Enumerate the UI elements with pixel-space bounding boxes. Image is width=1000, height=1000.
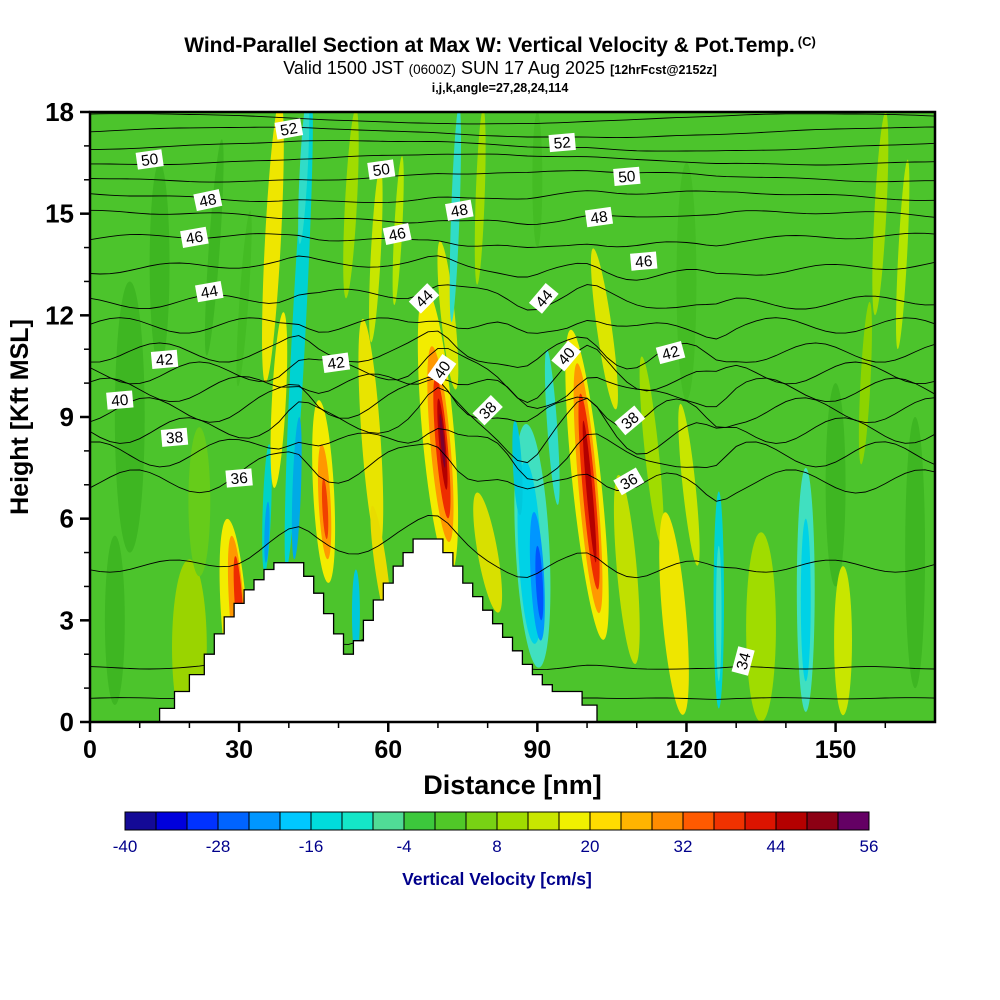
temperature-contours [90,113,935,700]
svg-text:36: 36 [618,471,641,494]
svg-text:42: 42 [660,343,681,364]
plot-area [90,112,935,722]
svg-text:46: 46 [387,225,407,245]
svg-text:44: 44 [199,283,219,303]
chart-header: Wind-Parallel Section at Max W: Vertical… [0,30,1000,96]
svg-text:46: 46 [185,229,205,249]
chart-title: Wind-Parallel Section at Max W: Vertical… [0,30,1000,58]
svg-text:48: 48 [589,208,608,227]
svg-text:18: 18 [45,97,74,127]
svg-text:42: 42 [326,354,345,373]
svg-text:-40: -40 [113,837,138,856]
svg-text:15: 15 [45,199,74,229]
svg-text:46: 46 [634,253,653,271]
valid-utc-text: (0600Z) [408,62,456,77]
svg-text:8: 8 [492,837,501,856]
svg-text:34: 34 [734,650,755,671]
svg-text:-4: -4 [396,837,411,856]
chart-subtitle: Valid 1500 JST (0600Z) SUN 17 Aug 2025 [… [0,58,1000,81]
grid-params: i,j,k,angle=27,28,24,114 [431,81,569,95]
colorbar-label: Vertical Velocity [cm/s] [402,869,592,889]
svg-text:20: 20 [581,837,600,856]
y-axis: 0 3 6 9 12 15 18 Height [Kft MSL] [6,97,90,737]
svg-text:36: 36 [230,470,249,488]
svg-text:56: 56 [860,837,879,856]
svg-text:3: 3 [60,605,74,635]
svg-text:12: 12 [45,300,74,330]
svg-text:120: 120 [666,736,708,764]
x-axis: 0 30 60 90 120 150 Distance [nm] [83,722,887,800]
svg-text:-28: -28 [206,837,231,856]
valid-date-text: SUN 17 Aug 2025 [460,58,606,78]
svg-text:150: 150 [815,736,857,764]
svg-text:0: 0 [83,736,97,764]
svg-text:32: 32 [674,837,693,856]
svg-text:0: 0 [60,707,74,737]
svg-text:40: 40 [111,392,130,410]
svg-text:30: 30 [225,736,253,764]
svg-text:38: 38 [165,429,184,447]
svg-text:48: 48 [450,201,470,221]
svg-text:44: 44 [767,837,786,856]
svg-text:50: 50 [140,151,160,170]
colorbar: -40 -28 -16 -4 8 20 32 44 56 Vertical Velocity [c… [113,811,879,889]
terrain-silhouette [149,538,598,722]
svg-text:52: 52 [553,134,572,152]
svg-text:42: 42 [155,351,174,369]
svg-text:50: 50 [372,161,392,180]
svg-text:9: 9 [60,402,74,432]
svg-text:60: 60 [374,736,402,764]
svg-text:50: 50 [618,168,637,186]
chart-title-text: Wind-Parallel Section at Max W: Vertical… [184,34,795,57]
chart-title-unit: (C) [797,34,816,49]
forecast-tag: [12hrFcst@2152z] [610,63,717,77]
valid-time-text: Valid 1500 JST [283,58,404,78]
svg-text:52: 52 [279,120,299,140]
y-axis-label: Height [Kft MSL] [6,319,34,515]
svg-text:48: 48 [198,191,218,211]
svg-text:-16: -16 [299,837,324,856]
svg-text:6: 6 [60,504,74,534]
x-axis-label: Distance [nm] [423,770,602,800]
svg-text:90: 90 [523,736,551,764]
